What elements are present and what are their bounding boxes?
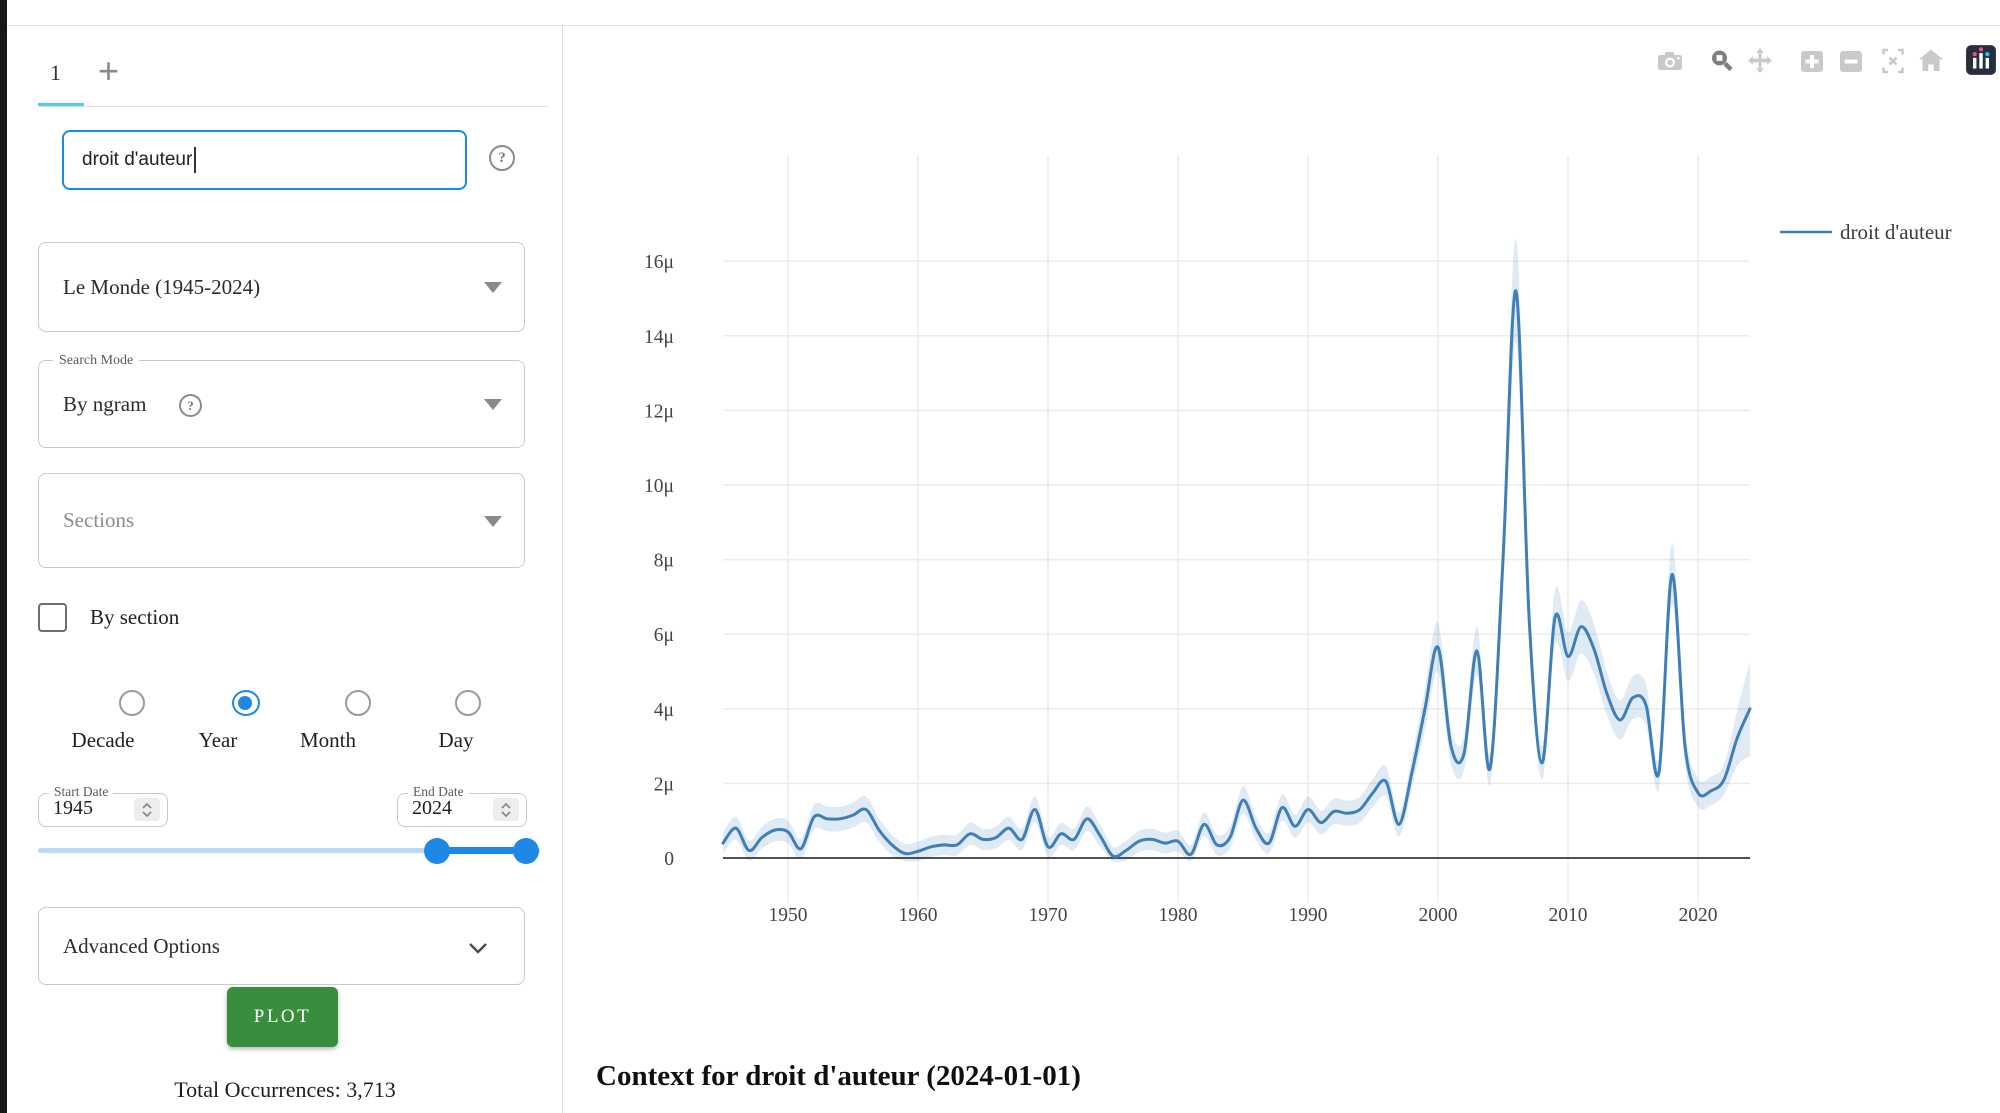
radio-label-decade[interactable]: Decade xyxy=(71,728,135,752)
chevron-down-icon xyxy=(484,399,502,410)
chevron-down-icon xyxy=(469,943,487,954)
active-tab-underline xyxy=(38,103,84,107)
context-heading: Context for droit d'auteur (2024-01-01) xyxy=(596,1060,1081,1092)
slider-thumb-end[interactable] xyxy=(513,838,539,864)
end-date-field[interactable]: End Date 2024 xyxy=(397,784,527,827)
search-mode-help-icon[interactable]: ? xyxy=(179,394,202,417)
start-date-field[interactable]: Start Date 1945 xyxy=(38,784,168,827)
radio-label-year[interactable]: Year xyxy=(198,728,238,752)
x-tick-label: 1980 xyxy=(1159,905,1198,926)
radio-year[interactable] xyxy=(232,690,260,716)
y-tick-label: 8μ xyxy=(654,551,674,572)
chevron-down-icon xyxy=(484,282,502,293)
sidebar-divider xyxy=(562,26,563,1113)
y-tick-label: 16μ xyxy=(644,252,674,273)
text-cursor xyxy=(194,147,197,173)
end-date-label: End Date xyxy=(408,784,469,800)
plot-button[interactable]: PLOT xyxy=(227,987,338,1047)
end-date-stepper[interactable] xyxy=(493,798,519,821)
search-mode-select[interactable]: Search Mode By ngram ? xyxy=(38,351,525,448)
search-help-icon[interactable]: ? xyxy=(489,145,515,171)
reset-axes-home-icon[interactable] xyxy=(1916,46,1946,76)
search-mode-value: By ngram xyxy=(63,391,147,416)
pan-icon[interactable] xyxy=(1745,46,1775,76)
add-tab-button[interactable]: + xyxy=(98,50,120,91)
x-tick-label: 1960 xyxy=(899,905,938,926)
advanced-options-expander[interactable]: Advanced Options xyxy=(38,907,525,985)
stepper-arrows-icon xyxy=(142,802,152,817)
radio-day[interactable] xyxy=(455,690,481,716)
tab-bar-baseline xyxy=(38,106,548,107)
stepper-arrows-icon xyxy=(501,802,511,817)
y-tick-label: 12μ xyxy=(644,401,674,422)
end-date-value: 2024 xyxy=(412,797,452,819)
sections-placeholder: Sections xyxy=(63,508,135,532)
plotly-logo-icon[interactable] xyxy=(1965,44,1997,76)
radio-month[interactable] xyxy=(345,690,371,716)
x-tick-label: 2000 xyxy=(1419,905,1458,926)
timeseries-plot[interactable]: 0 2μ 4μ 6μ 8μ 10μ 12μ 14μ 16μ 1950 1960 1970 1980 199… xyxy=(600,140,2000,940)
x-tick-label: 1970 xyxy=(1029,905,1068,926)
radio-label-month[interactable]: Month xyxy=(299,728,357,752)
zoom-icon[interactable] xyxy=(1707,46,1737,76)
advanced-options-label: Advanced Options xyxy=(63,933,220,958)
x-tick-label: 1950 xyxy=(769,905,808,926)
zoom-out-icon[interactable] xyxy=(1836,46,1866,76)
ngram-search-input[interactable]: droit d'auteur xyxy=(62,130,467,190)
total-occurrences: Total Occurrences: 3,713 xyxy=(174,1077,396,1102)
sections-select[interactable]: Sections xyxy=(38,473,525,568)
y-tick-label: 10μ xyxy=(644,476,674,497)
y-tick-label: 2μ xyxy=(654,774,674,795)
start-date-value: 1945 xyxy=(53,797,93,819)
search-mode-label: Search Mode xyxy=(53,351,140,371)
x-tick-label: 2020 xyxy=(1679,905,1718,926)
x-tick-label: 2010 xyxy=(1549,905,1588,926)
search-input-value: droit d'auteur xyxy=(82,149,193,170)
by-section-label: By section xyxy=(90,605,180,629)
series-line xyxy=(721,289,1752,859)
slider-thumb-start[interactable] xyxy=(424,838,450,864)
start-date-stepper[interactable] xyxy=(134,798,160,821)
confidence-band xyxy=(723,238,1750,863)
window-left-edge xyxy=(0,0,7,1113)
x-tick-label: 1990 xyxy=(1289,905,1328,926)
tab-1[interactable]: 1 xyxy=(50,60,61,85)
corpus-select[interactable]: Le Monde (1945-2024) xyxy=(38,242,525,332)
autoscale-icon[interactable] xyxy=(1878,46,1908,76)
y-tick-label: 14μ xyxy=(644,327,674,348)
y-tick-label: 6μ xyxy=(654,625,674,646)
radio-label-day[interactable]: Day xyxy=(438,728,474,752)
y-tick-label: 0 xyxy=(664,849,674,870)
start-date-label: Start Date xyxy=(49,784,114,800)
radio-decade[interactable] xyxy=(119,690,145,716)
y-tick-label: 4μ xyxy=(654,700,674,721)
date-range-slider-selection[interactable] xyxy=(437,847,526,854)
zoom-in-icon[interactable] xyxy=(1797,46,1827,76)
by-section-checkbox[interactable] xyxy=(38,603,67,632)
date-range-slider-track[interactable] xyxy=(38,848,540,853)
corpus-select-value: Le Monde (1945-2024) xyxy=(63,274,261,299)
top-divider xyxy=(7,25,2000,26)
legend-label[interactable]: droit d'auteur xyxy=(1840,220,1952,244)
camera-icon[interactable] xyxy=(1655,46,1685,76)
chevron-down-icon xyxy=(484,515,502,527)
